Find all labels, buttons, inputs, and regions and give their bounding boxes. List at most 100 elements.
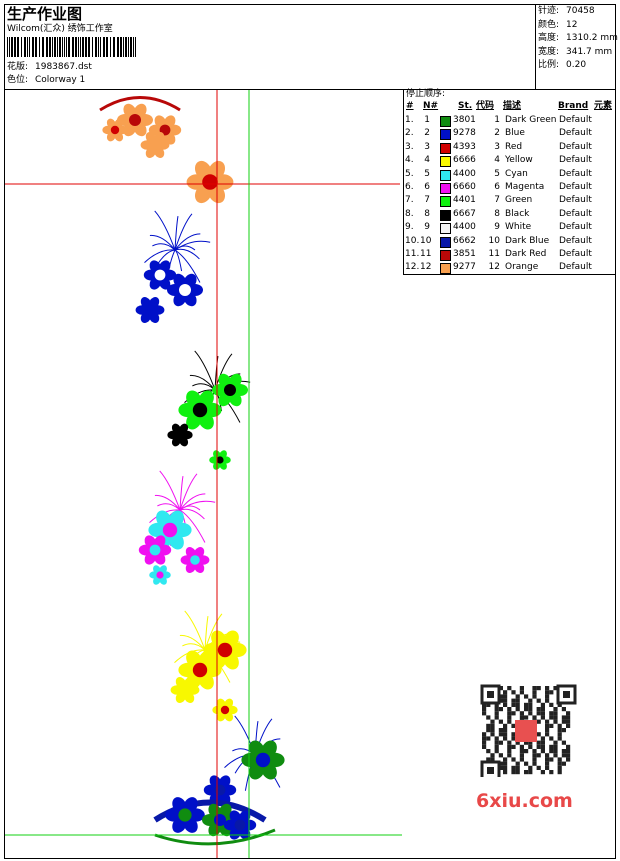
qr-cell (494, 736, 499, 741)
qr-cell (545, 690, 550, 695)
qr-cell (503, 694, 508, 699)
row-stitches: 4393 (453, 141, 476, 152)
qr-cell (494, 740, 499, 745)
qr-cell (528, 707, 533, 712)
table-header: Brand (558, 101, 589, 111)
row-code: 7 (494, 195, 500, 206)
qr-cell (511, 732, 516, 737)
bar-stripe (130, 37, 132, 57)
qr-cell (494, 707, 499, 712)
row-brand: Default (559, 128, 592, 139)
qr-cell (561, 728, 566, 733)
bar-stripe (123, 37, 124, 57)
branch (154, 494, 181, 511)
qr-cell (515, 702, 520, 707)
row-code: 9 (494, 222, 500, 233)
qr-cell (519, 715, 524, 720)
qr-cell (536, 753, 541, 758)
color-swatch (440, 129, 451, 141)
row-brand: Default (559, 115, 592, 125)
qr-cell (557, 757, 562, 762)
qr-cell (566, 749, 571, 754)
branch (144, 249, 176, 263)
qr-cell (557, 728, 562, 733)
qr-cell (519, 690, 524, 695)
qr-cell (553, 719, 558, 724)
qr-cell (498, 698, 503, 703)
qr-cell (540, 744, 545, 749)
bar-stripe (11, 37, 13, 57)
bar-stripe (103, 37, 105, 57)
qr-cell (528, 711, 533, 716)
qr-cell (528, 740, 533, 745)
bar-stripe (125, 37, 127, 57)
qr-cell (532, 757, 537, 762)
qr-cell (507, 753, 512, 758)
bar-stripe (9, 37, 10, 57)
color-swatch (440, 236, 451, 248)
qr-cell (536, 740, 541, 745)
row-description: White (505, 222, 532, 233)
qr-cell (482, 740, 487, 745)
table-title: 停止顺序: (406, 89, 446, 99)
bar-stripe (27, 37, 28, 57)
flower-center (234, 819, 246, 831)
qr-cell (566, 723, 571, 728)
flower-center (149, 544, 161, 556)
bar-stripe (21, 37, 22, 57)
bar-stripe (64, 37, 65, 57)
qr-cell (557, 770, 562, 775)
flower-center (224, 384, 236, 396)
row-needle: 10 (420, 235, 432, 246)
qr-cell (486, 728, 491, 733)
branch (154, 210, 176, 251)
color-swatch (440, 263, 451, 275)
row-description: Dark Red (505, 249, 547, 259)
bar-stripe (75, 37, 77, 57)
bar-stripe (78, 37, 79, 57)
qr-cell (545, 765, 550, 770)
row-code: 6 (494, 182, 500, 192)
bar-stripe (66, 37, 67, 57)
qr-cell (549, 702, 554, 707)
row-description: Blue (505, 128, 525, 139)
flower-center (154, 269, 166, 281)
qr-cell (515, 770, 520, 775)
color-swatch (440, 116, 451, 127)
flower-center (190, 555, 200, 565)
bar-stripe (68, 37, 70, 57)
qr-cell (557, 702, 562, 707)
qr-cell (532, 753, 537, 758)
qr-cell (545, 728, 550, 733)
bar-stripe (54, 37, 56, 57)
qr-cell (524, 749, 529, 754)
qr-cell (540, 707, 545, 712)
flower-center (110, 125, 120, 135)
color-swatch (440, 196, 451, 208)
qr-cell (482, 707, 487, 712)
qr-cell (532, 761, 537, 766)
qr-cell (553, 744, 558, 749)
row-stitches: 6660 (453, 182, 476, 192)
title: 生产作业图 (7, 5, 83, 23)
qr-cell (524, 770, 529, 775)
bar-stripe (98, 37, 99, 57)
row-brand: Default (559, 182, 592, 192)
qr-cell (519, 757, 524, 762)
qr-cell (566, 744, 571, 749)
qr-cell (486, 702, 491, 707)
bar-stripe (85, 37, 87, 57)
qr-cell (490, 757, 495, 762)
row-index: 7. (405, 195, 414, 206)
qr-cell (536, 732, 541, 737)
table-header: St. (458, 101, 473, 111)
row-stitches: 4401 (453, 195, 476, 206)
row-index: 8. (405, 208, 414, 219)
info-label: 高度: (538, 33, 560, 43)
row-description: Cyan (505, 168, 528, 179)
qr-cell (532, 690, 537, 695)
row-index: 3. (405, 141, 414, 152)
qr-cell (503, 690, 508, 695)
color-swatch (440, 223, 451, 235)
branch (174, 213, 193, 251)
